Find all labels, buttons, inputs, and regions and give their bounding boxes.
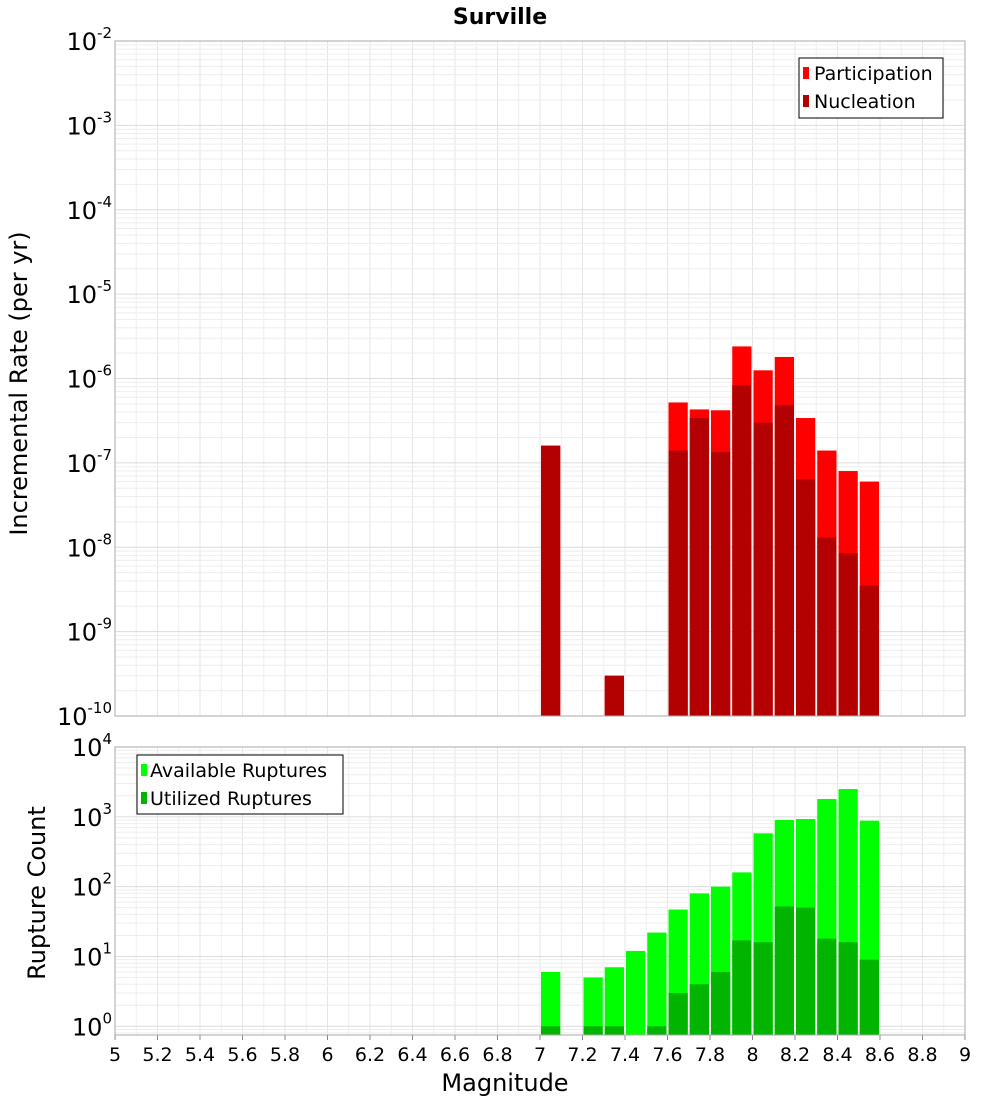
x-axis-label: Magnitude <box>441 1069 568 1097</box>
top-bar-nucleation <box>817 537 837 716</box>
top-bar-nucleation <box>732 385 752 716</box>
bottom-bar-utilized-ruptures <box>711 971 731 1035</box>
x-tick-label: 8.8 <box>907 1044 937 1066</box>
legend-label-available-ruptures: Available Ruptures <box>150 760 327 782</box>
x-tick-label: 5.4 <box>185 1044 215 1066</box>
x-tick-label: 7.8 <box>695 1044 725 1066</box>
bottom-legend-box <box>136 754 344 815</box>
legend-swatch-available-ruptures <box>141 764 147 776</box>
bottom-bar-utilized-ruptures <box>753 942 773 1035</box>
x-tick-label: 8 <box>746 1044 758 1066</box>
top-legend: Participation Nucleation <box>798 57 944 119</box>
top-bars <box>541 346 879 716</box>
x-tick-label: 5.2 <box>142 1044 172 1066</box>
bottom-bar-utilized-ruptures <box>689 984 709 1035</box>
top-y-tick-label: 10-10 <box>57 699 112 731</box>
bottom-bar-utilized-ruptures <box>541 1026 561 1035</box>
legend-label-participation: Participation <box>814 63 933 85</box>
top-y-ticks: 10-10 10-9 10-8 10-7 10-6 10-5 10-4 10-3 10-2 <box>57 24 112 731</box>
bottom-bar-available-ruptures <box>604 967 624 1035</box>
legend-swatch-participation <box>803 67 809 79</box>
x-tick-label: 9 <box>959 1044 971 1066</box>
bottom-plot-border <box>114 746 966 1036</box>
x-tick-label: 8.2 <box>780 1044 810 1066</box>
top-y-tick-label: 10-3 <box>66 108 112 140</box>
bottom-bar-utilized-ruptures <box>838 942 858 1035</box>
bottom-y-tick-label: 104 <box>72 730 112 762</box>
legend-label-nucleation: Nucleation <box>814 91 916 113</box>
x-tick-label: 7.2 <box>567 1044 597 1066</box>
bottom-legend: Available Ruptures Utilized Ruptures <box>136 754 344 815</box>
x-tick-label: 5.8 <box>270 1044 300 1066</box>
bottom-y-tick-label: 100 <box>72 1009 112 1041</box>
legend-label-utilized-ruptures: Utilized Ruptures <box>150 788 312 810</box>
bottom-y-tick-label: 101 <box>72 939 112 971</box>
x-tick-label: 6.8 <box>482 1044 512 1066</box>
legend-swatch-utilized-ruptures <box>141 792 147 804</box>
bottom-bar-utilized-ruptures <box>583 1026 603 1035</box>
top-bar-nucleation <box>604 675 624 716</box>
x-tick-label: 6.6 <box>440 1044 470 1066</box>
bottom-bar-utilized-ruptures <box>817 938 837 1035</box>
bottom-bar-available-ruptures <box>541 971 561 1035</box>
top-y-tick-label: 10-2 <box>66 24 112 56</box>
x-tick-label: 8.4 <box>822 1044 852 1066</box>
chart-title: Surville <box>453 5 547 30</box>
top-panel: 10-10 10-9 10-8 10-7 10-6 10-5 10-4 10-3 10-2 In… <box>5 24 966 731</box>
top-bar-nucleation <box>689 418 709 716</box>
bottom-bar-utilized-ruptures <box>732 940 752 1035</box>
x-tick-label: 6 <box>321 1044 333 1066</box>
x-tick-label: 7.6 <box>652 1044 682 1066</box>
top-bar-nucleation <box>859 585 879 716</box>
x-tick-label: 5.6 <box>227 1044 257 1066</box>
top-bar-nucleation <box>838 553 858 716</box>
bottom-bar-available-ruptures <box>647 932 667 1035</box>
bottom-y-tick-label: 102 <box>72 870 112 902</box>
top-y-tick-label: 10-6 <box>66 362 112 394</box>
top-y-tick-label: 10-8 <box>66 530 112 562</box>
x-tick-label: 8.6 <box>865 1044 895 1066</box>
top-legend-box <box>798 57 944 119</box>
bottom-bar-utilized-ruptures <box>668 992 688 1035</box>
top-y-tick-label: 10-4 <box>66 193 112 225</box>
x-tick-label: 6.2 <box>355 1044 385 1066</box>
bottom-bar-utilized-ruptures <box>774 906 794 1035</box>
top-bar-nucleation <box>541 445 561 716</box>
bottom-panel: 100 101 102 103 104 5 5.2 5.4 5.6 5.8 6 6.2 6.4 6.6 6… <box>23 730 971 1097</box>
bottom-bar-utilized-ruptures <box>859 959 879 1035</box>
top-grid <box>114 41 966 717</box>
x-tick-label: 6.4 <box>397 1044 427 1066</box>
top-y-tick-label: 10-7 <box>66 446 112 478</box>
top-y-axis-label: Incremental Rate (per yr) <box>5 231 33 535</box>
top-y-tick-label: 10-9 <box>66 615 112 647</box>
x-tick-label: 7 <box>534 1044 546 1066</box>
x-tick-label: 7.4 <box>610 1044 640 1066</box>
bottom-y-ticks: 100 101 102 103 104 <box>72 730 112 1041</box>
bottom-x-ticks: 5 5.2 5.4 5.6 5.8 6 6.2 6.4 6.6 6.8 7 7.2 7.4 7.6 7.8 8… <box>109 1035 971 1066</box>
legend-swatch-nucleation <box>803 95 809 107</box>
top-bar-nucleation <box>711 451 731 716</box>
x-tick-label: 5 <box>109 1044 121 1066</box>
bottom-bar-available-ruptures <box>626 950 646 1035</box>
bottom-bar-utilized-ruptures <box>796 907 816 1035</box>
top-bar-nucleation <box>668 450 688 716</box>
top-bar-nucleation <box>753 422 773 716</box>
bottom-y-tick-label: 103 <box>72 800 112 832</box>
bottom-bar-utilized-ruptures <box>647 1026 667 1035</box>
top-bar-nucleation <box>796 479 816 716</box>
top-y-tick-label: 10-5 <box>66 277 112 309</box>
top-plot-border <box>114 40 966 717</box>
bottom-y-axis-label: Rupture Count <box>23 806 51 980</box>
bottom-bar-available-ruptures <box>583 977 603 1035</box>
bottom-bar-utilized-ruptures <box>604 1026 624 1035</box>
top-bar-nucleation <box>774 405 794 716</box>
bottom-bars <box>541 789 879 1035</box>
